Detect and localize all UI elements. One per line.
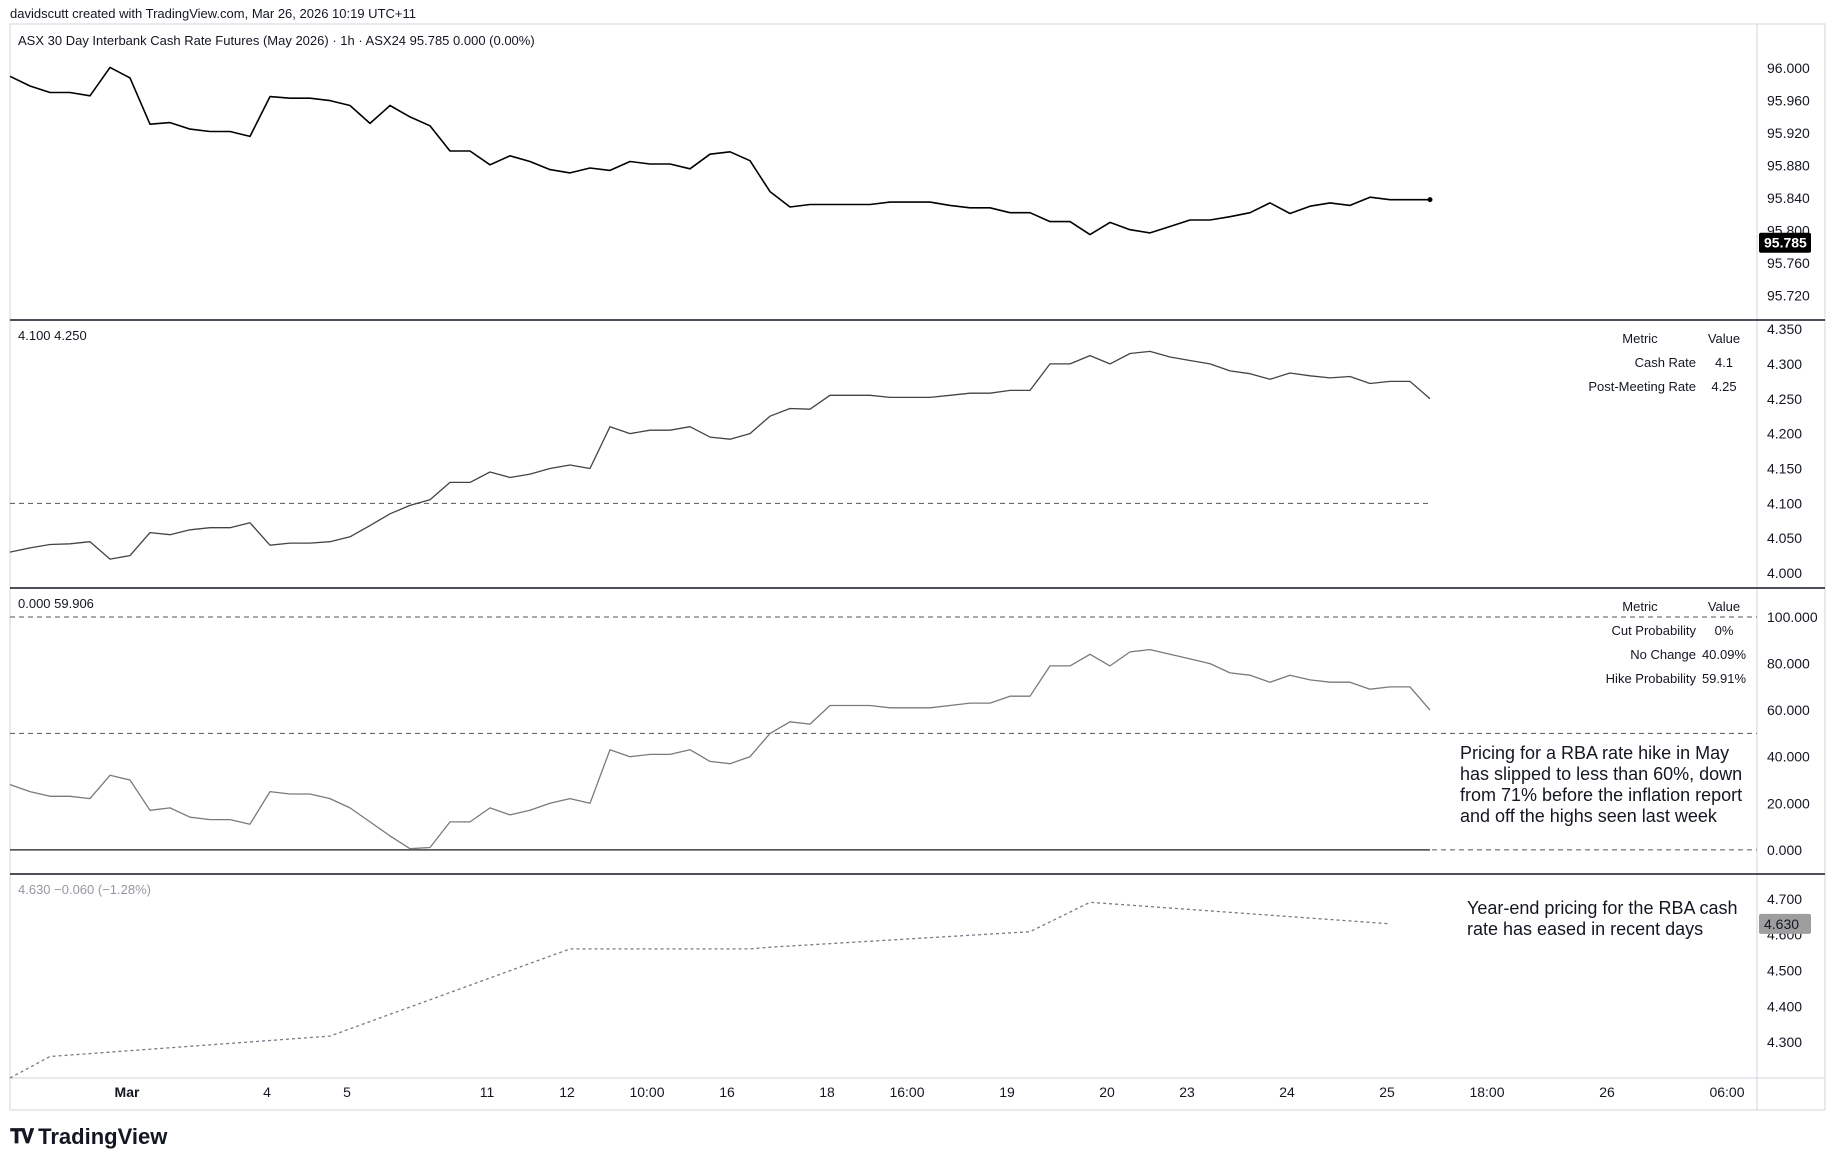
series-line xyxy=(9,66,1430,236)
y-tick-label: 100.000 xyxy=(1767,609,1818,625)
x-tick-label: 12 xyxy=(559,1084,575,1100)
y-tick-label: 95.840 xyxy=(1767,190,1810,206)
x-tick-label: 23 xyxy=(1179,1084,1195,1100)
annotation-text: rate has eased in recent days xyxy=(1467,919,1703,939)
x-tick-label: 16 xyxy=(719,1084,735,1100)
y-tick-label: 0.000 xyxy=(1767,842,1802,858)
series-line xyxy=(9,350,1431,560)
x-tick-label: 26 xyxy=(1599,1084,1615,1100)
price-label-bg xyxy=(1759,913,1811,934)
pane-header: 0.000 59.906 xyxy=(18,596,94,611)
x-tick-label: 24 xyxy=(1279,1084,1295,1100)
y-tick-label: 20.000 xyxy=(1767,795,1810,811)
y-tick-label: 4.300 xyxy=(1767,1034,1802,1050)
x-tick-label: 4 xyxy=(263,1084,271,1100)
y-tick-label: 4.150 xyxy=(1767,460,1802,476)
chart-frame xyxy=(9,23,1826,1111)
table-header-value: Value xyxy=(1708,599,1740,614)
x-tick-label: 5 xyxy=(343,1084,351,1100)
table-metric: Hike Probability xyxy=(1606,671,1697,686)
table-metric: Post-Meeting Rate xyxy=(1588,379,1696,394)
chart-header: davidscutt created with TradingView.com,… xyxy=(10,6,416,21)
annotation-text: Year-end pricing for the RBA cash xyxy=(1467,898,1738,918)
annotation-text: has slipped to less than 60%, down xyxy=(1460,764,1742,784)
table-value: 4.25 xyxy=(1711,379,1736,394)
table-metric: Cut Probability xyxy=(1611,623,1696,638)
x-tick-label: 10:00 xyxy=(629,1084,664,1100)
x-tick-label: Mar xyxy=(115,1084,140,1100)
price-label-bg xyxy=(1759,232,1811,253)
y-tick-label: 4.350 xyxy=(1767,321,1802,337)
x-tick-label: 16:00 xyxy=(889,1084,924,1100)
x-tick-label: 06:00 xyxy=(1709,1084,1744,1100)
series-line xyxy=(9,648,1431,850)
annotation-text: and off the highs seen last week xyxy=(1460,806,1718,826)
x-tick-label: 19 xyxy=(999,1084,1015,1100)
table-header-metric: Metric xyxy=(1622,599,1658,614)
x-tick-label: 18 xyxy=(819,1084,835,1100)
x-tick-label: 11 xyxy=(480,1084,495,1100)
y-tick-label: 95.920 xyxy=(1767,125,1810,141)
table-value: 4.1 xyxy=(1715,355,1733,370)
y-tick-label: 4.000 xyxy=(1767,565,1802,581)
y-tick-label: 96.000 xyxy=(1767,60,1810,76)
x-tick-label: 18:00 xyxy=(1469,1084,1504,1100)
pane-header: 4.630 −0.060 (−1.28%) xyxy=(18,882,151,897)
y-tick-label: 40.000 xyxy=(1767,749,1810,765)
tradingview-logo[interactable]: 𝐓𝐕 TradingView xyxy=(10,1124,167,1150)
y-tick-label: 4.250 xyxy=(1767,391,1802,407)
pane-header: 4.100 4.250 xyxy=(18,328,87,343)
y-tick-label: 4.050 xyxy=(1767,530,1802,546)
price-label: 95.785 xyxy=(1764,235,1807,251)
y-tick-label: 60.000 xyxy=(1767,702,1810,718)
series-title: ASX 30 Day Interbank Cash Rate Futures (… xyxy=(18,33,535,48)
y-tick-label: 4.300 xyxy=(1767,356,1802,372)
y-tick-label: 4.100 xyxy=(1767,495,1802,511)
tradingview-logo-text: TradingView xyxy=(38,1124,168,1149)
x-tick-label: 20 xyxy=(1099,1084,1115,1100)
table-value: 0% xyxy=(1715,623,1734,638)
table-header-metric: Metric xyxy=(1622,331,1658,346)
y-tick-label: 95.960 xyxy=(1767,93,1810,109)
y-tick-label: 4.700 xyxy=(1767,891,1802,907)
annotation-text: Pricing for a RBA rate hike in May xyxy=(1460,743,1729,763)
tradingview-logo-icon: 𝐓𝐕 xyxy=(10,1125,34,1148)
annotation-text: from 71% before the inflation report xyxy=(1460,785,1742,805)
last-point-marker xyxy=(1427,197,1433,203)
y-tick-label: 4.200 xyxy=(1767,426,1802,442)
price-label: 4.630 xyxy=(1764,916,1799,932)
y-tick-label: 4.500 xyxy=(1767,962,1802,978)
table-metric: Cash Rate xyxy=(1635,355,1696,370)
y-tick-label: 4.400 xyxy=(1767,998,1802,1014)
series-line xyxy=(9,901,1391,1079)
y-tick-label: 95.720 xyxy=(1767,287,1810,303)
x-tick-label: 25 xyxy=(1379,1084,1395,1100)
table-header-value: Value xyxy=(1708,331,1740,346)
table-value: 40.09% xyxy=(1702,647,1747,662)
y-tick-label: 80.000 xyxy=(1767,656,1810,672)
y-tick-label: 95.880 xyxy=(1767,158,1810,174)
y-tick-label: 95.760 xyxy=(1767,255,1810,271)
table-value: 59.91% xyxy=(1702,671,1747,686)
table-metric: No Change xyxy=(1630,647,1696,662)
